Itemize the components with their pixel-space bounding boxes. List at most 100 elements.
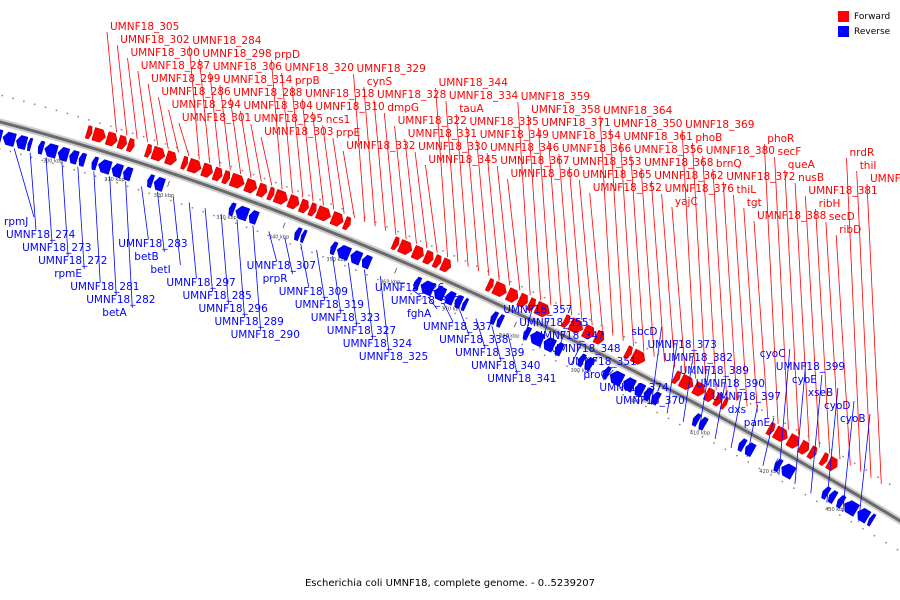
reverse-gene-label: UMNF18_347 <box>535 330 604 342</box>
reverse-leader-line <box>762 417 775 466</box>
reverse-leader-line <box>698 365 710 431</box>
reverse-gene-label: cyoC <box>760 348 786 360</box>
forward-gene-arrow <box>243 177 258 194</box>
kbp-tick-label: 300 kbp <box>43 159 63 165</box>
forward-gene-label: UMNF18_354 <box>552 130 622 142</box>
reverse-gene-label: UMNF18_327 <box>327 325 396 337</box>
forward-swatch <box>838 11 849 22</box>
inner-ring-dot <box>588 376 591 379</box>
reverse-gene-label: UMNF18_319 <box>295 299 364 311</box>
reverse-gene-arrow <box>153 176 166 192</box>
forward-gene-arrow <box>200 162 213 178</box>
forward-gene-label: UMNF18_288 <box>233 87 302 99</box>
forward-gene-arrow <box>560 314 571 329</box>
reverse-gene-label: UMNF18_348 <box>551 343 620 355</box>
forward-gene-label: UMNF18_302 <box>120 34 189 46</box>
outer-ring-dot <box>408 235 411 238</box>
inner-ring-dot <box>94 175 97 178</box>
forward-gene-arrow <box>818 452 829 467</box>
inner-ring-dot <box>713 442 715 444</box>
forward-leader-line <box>106 31 117 133</box>
forward-gene-label: UMNF18_366 <box>562 143 632 155</box>
forward-gene-arrow <box>286 194 300 210</box>
forward-gene-arrow <box>592 329 605 345</box>
outer-ring-dot <box>555 302 557 304</box>
reverse-gene-label: UMNF18_296 <box>199 303 269 315</box>
kbp-tick-label: 320 kbp <box>154 193 174 199</box>
forward-gene-label: queA <box>788 159 816 171</box>
outer-ring-dot <box>12 97 15 100</box>
forward-gene-label: UMNF18_306 <box>213 61 283 73</box>
forward-leader-line <box>414 151 428 249</box>
forward-gene-label: ribD <box>839 224 861 236</box>
forward-leader-line <box>178 122 190 157</box>
reverse-gene-label: UMNF18_342 <box>391 295 460 307</box>
forward-leader-line <box>373 99 386 231</box>
forward-leader-line <box>743 207 758 413</box>
inner-ring-dot <box>388 283 390 285</box>
reverse-leader-line <box>523 304 534 341</box>
forward-gene-label: UMNF18_388 <box>757 210 826 222</box>
forward-leader-line <box>312 111 324 206</box>
forward-gene-label: UMNF18_295 <box>254 113 323 125</box>
forward-gene-arrow <box>491 280 507 297</box>
forward-gene-arrow <box>567 317 583 334</box>
inner-ring-dot <box>885 541 887 544</box>
forward-gene-arrow <box>272 188 288 205</box>
forward-gene-arrow <box>431 254 442 269</box>
forward-gene-label: tgt <box>747 197 762 209</box>
inner-ring-dot <box>633 399 636 402</box>
reverse-leader-line <box>555 330 566 357</box>
inner-ring-dot <box>532 349 535 351</box>
inner-ring-dot <box>105 178 108 181</box>
forward-gene-label: UMNF18_310 <box>315 101 384 113</box>
reverse-leader-line <box>507 333 518 375</box>
forward-leader-line <box>846 157 862 472</box>
forward-gene-label: UMNF18_286 <box>161 86 231 98</box>
forward-gene-label: UMNF18_303 <box>264 126 333 138</box>
forward-gene-arrow <box>329 211 344 227</box>
reverse-gene-label: cyoD <box>824 400 851 412</box>
forward-leader-line <box>466 126 479 272</box>
outer-ring-dot <box>784 422 786 425</box>
outer-ring-dot <box>842 455 844 458</box>
inner-ring-dot <box>234 222 237 225</box>
reverse-gene-arrow <box>69 150 80 165</box>
reverse-gene-arrow <box>235 205 251 222</box>
forward-gene-arrow <box>824 455 838 472</box>
kbp-tick-mark <box>394 267 398 274</box>
forward-gene-arrow <box>484 277 495 292</box>
forward-gene-label: prpB <box>295 75 320 87</box>
forward-gene-arrow <box>504 287 519 303</box>
backbone-line <box>0 120 900 523</box>
forward-gene-label: UMNF18_334 <box>449 90 519 102</box>
forward-gene-label: UMNF18_345 <box>428 154 497 166</box>
inner-ring-dot <box>838 514 841 516</box>
reverse-gene-arrow <box>0 129 4 144</box>
forward-gene-label: UMNF18_299 <box>151 73 220 85</box>
reverse-gene-label: UMNF18_374 <box>599 382 669 394</box>
forward-gene-arrow <box>712 392 723 407</box>
reverse-gene-arrow <box>445 290 457 306</box>
reverse-gene-label: UMNF18_338 <box>439 334 508 346</box>
forward-leader-line <box>815 208 831 454</box>
inner-ring-dot <box>20 153 22 156</box>
forward-gene-label: cynS <box>367 76 393 88</box>
outer-ring-dot <box>252 173 255 176</box>
forward-gene-arrow <box>186 157 202 174</box>
forward-gene-arrow <box>623 345 633 360</box>
forward-gene-label: UMNF18_396 <box>870 173 900 185</box>
inner-ring-dot <box>0 147 1 150</box>
inner-ring-dot <box>421 297 423 300</box>
reverse-leader-line <box>316 249 326 301</box>
reverse-leader-line <box>109 176 117 296</box>
inner-ring-dot <box>815 500 818 503</box>
inner-ring-dot <box>30 156 33 159</box>
forward-gene-arrow <box>410 244 424 261</box>
inner-ring-dot <box>9 150 12 153</box>
inner-ring-dot <box>622 393 625 396</box>
reverse-gene-arrow <box>413 276 423 291</box>
outer-ring-dot <box>23 100 25 103</box>
reverse-gene-arrow <box>78 152 88 167</box>
forward-gene-arrow <box>422 249 434 265</box>
